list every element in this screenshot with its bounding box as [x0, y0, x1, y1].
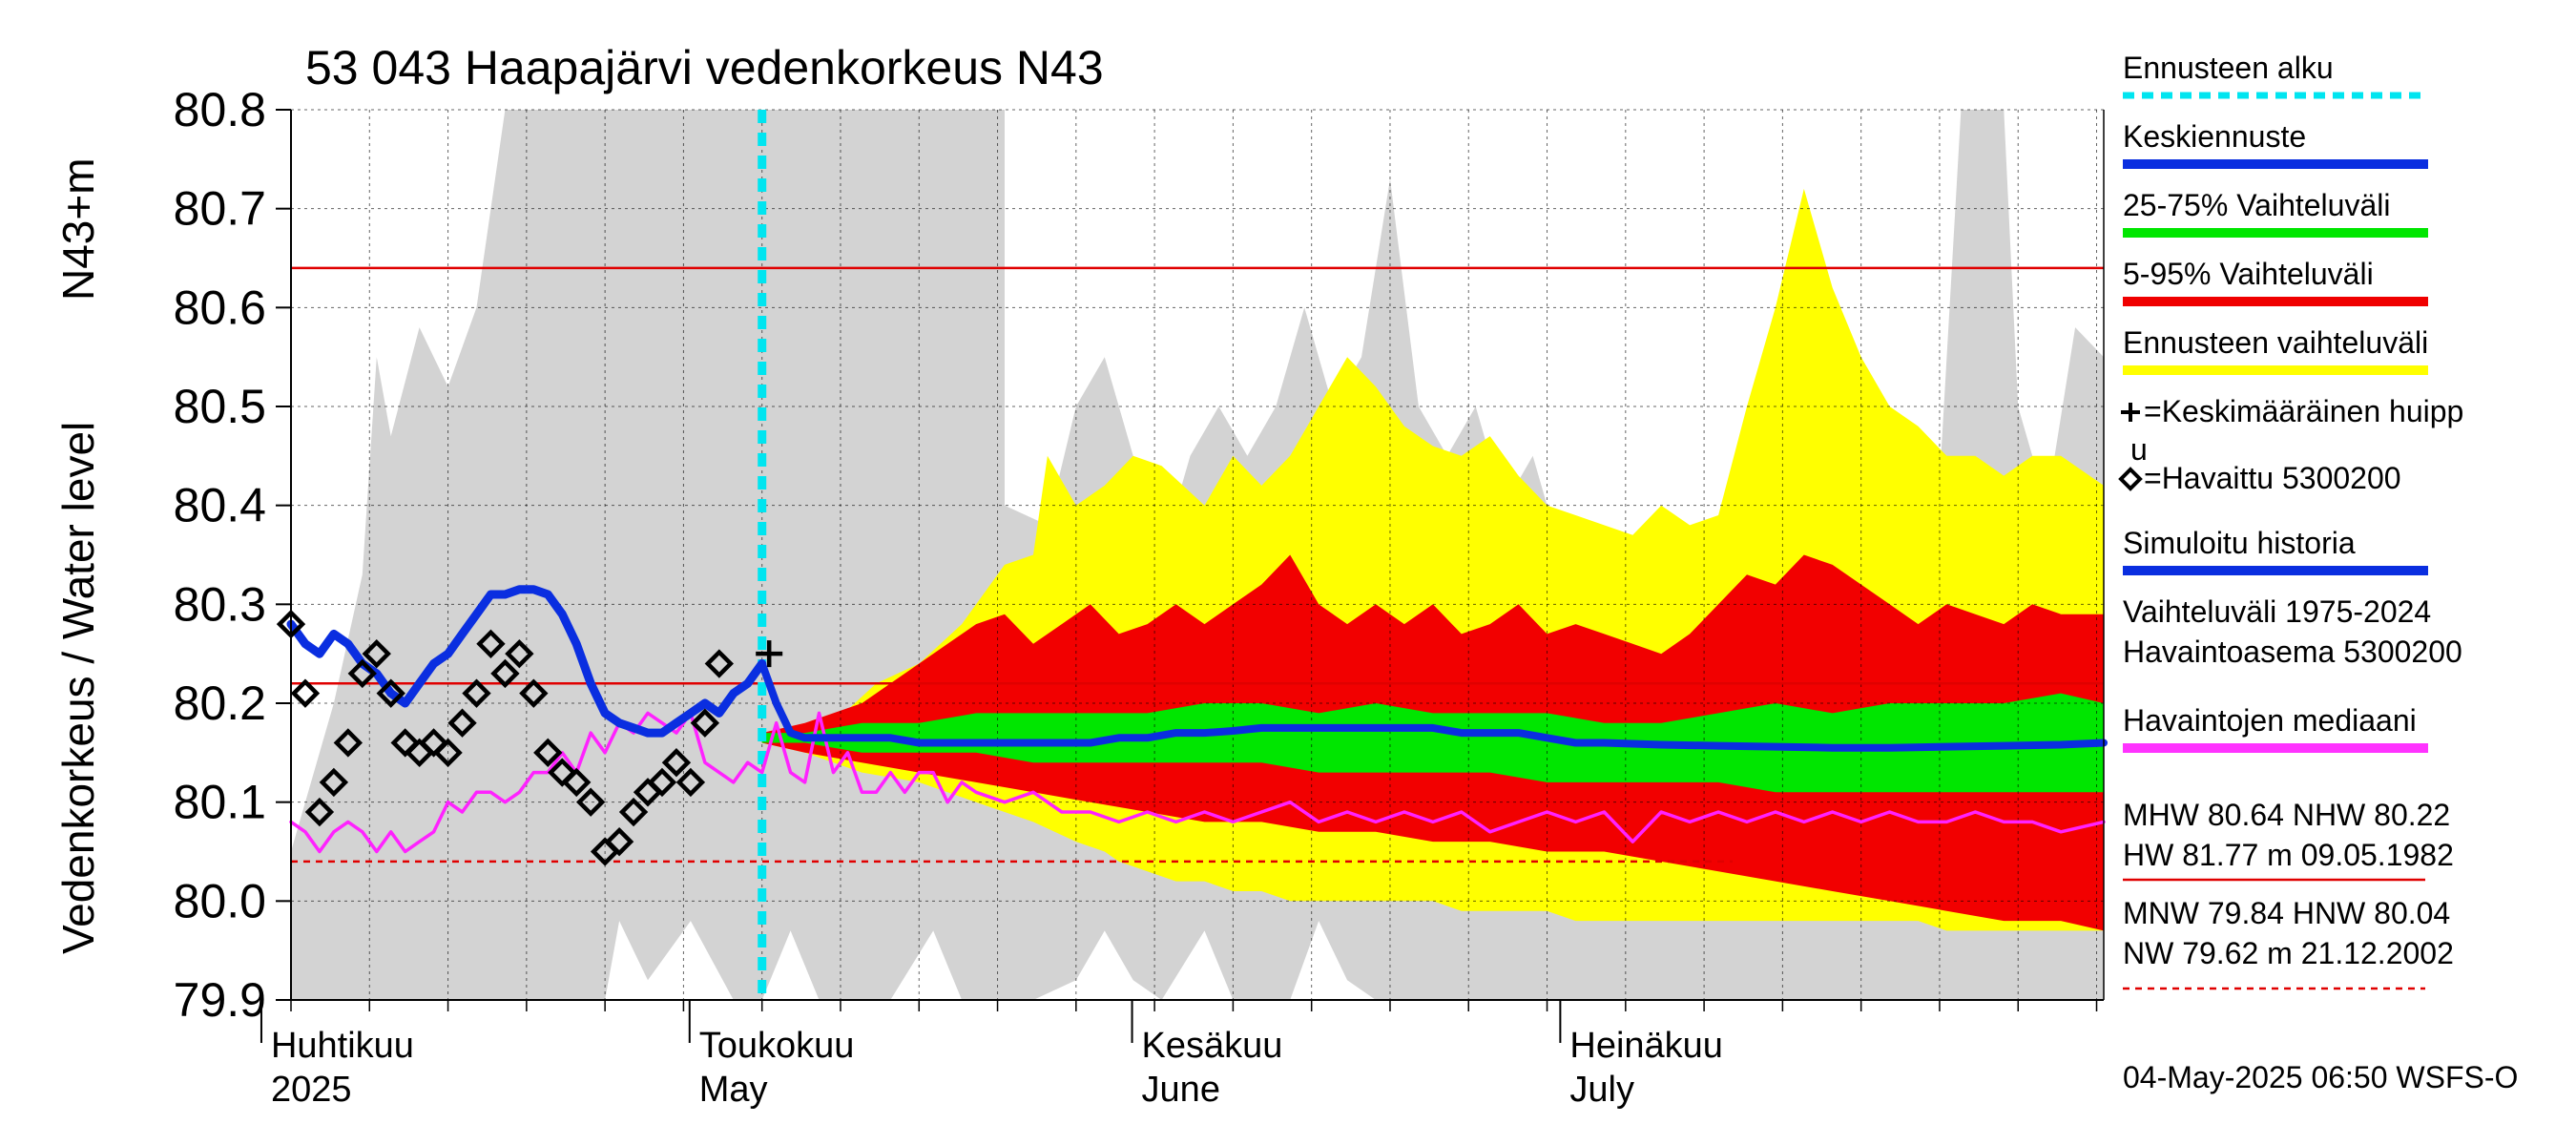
x-month-label-fi: Huhtikuu: [271, 1026, 414, 1066]
observed-point: [376, 678, 405, 708]
observed-point: [433, 738, 463, 768]
stats-line-2: HW 81.77 m 09.05.1982: [2123, 838, 2454, 872]
legend: Ennusteen alku Keskiennuste 25-75% Vaihtel…: [2118, 51, 2463, 753]
legend-label: =Havaittu 5300200: [2144, 461, 2401, 495]
x-month-label-fi: Toukokuu: [699, 1026, 855, 1066]
legend-plus-marker: [2121, 403, 2140, 422]
legend-label-cont: u: [2130, 432, 2148, 467]
y-tick-label: 80.1: [174, 776, 266, 829]
observed-point: [462, 678, 491, 708]
y-tick-label: 80.6: [174, 281, 266, 334]
legend-label: Ennusteen vaihteluväli: [2123, 325, 2428, 360]
mean-peak-marker: [756, 640, 783, 668]
y-axis-label-inner: N43+m: [53, 157, 103, 301]
observed-point: [505, 638, 534, 669]
stats-block: MHW 80.64 NHW 80.22 HW 81.77 m 09.05.198…: [2123, 798, 2454, 990]
legend-label: Ennusteen alku: [2123, 51, 2334, 85]
observed-point: [661, 748, 692, 778]
footer-timestamp: 04-May-2025 06:50 WSFS-O: [2123, 1060, 2518, 1094]
y-tick-label: 80.7: [174, 182, 266, 236]
observed-point: [362, 638, 391, 669]
chart-title: 53 043 Haapajärvi vedenkorkeus N43: [305, 41, 1104, 94]
observed-point: [704, 649, 735, 678]
observed-point: [333, 728, 364, 758]
y-tick-label: 80.4: [174, 479, 266, 532]
x-month-label-fi: Kesäkuu: [1142, 1026, 1283, 1066]
observed-points: [276, 609, 783, 866]
median-line: [289, 711, 2106, 854]
y-tick-labels: 80.8 80.7 80.6 80.5 80.4 80.3 80.2 80.1 80.0 79.9: [174, 83, 291, 1027]
y-axis-label-outer: Vedenkorkeus / Water level: [53, 422, 103, 954]
legend-label: 5-95% Vaihteluväli: [2123, 257, 2374, 291]
observed-point: [675, 767, 706, 798]
x-month-label-en: July: [1569, 1070, 1634, 1110]
legend-label: Simuloitu historia: [2123, 526, 2356, 560]
legend-label: Keskiennuste: [2123, 119, 2306, 154]
y-tick-label: 80.5: [174, 380, 266, 433]
x-month-label-fi: Heinäkuu: [1569, 1026, 1723, 1066]
observed-point: [490, 658, 520, 689]
grid-lines: [290, 109, 2104, 1001]
observed-point: [533, 738, 563, 768]
observed-point: [304, 797, 335, 827]
stats-line-3: MNW 79.84 HNW 80.04: [2123, 896, 2450, 930]
y-tick-label: 80.2: [174, 677, 266, 730]
observed-point: [347, 658, 377, 689]
p25-75-band: [761, 693, 2105, 793]
y-tick-label: 80.0: [174, 874, 266, 927]
observed-point: [647, 767, 677, 798]
observed-point: [618, 797, 649, 827]
observed-point: [390, 728, 420, 758]
x-month-label-en: May: [699, 1070, 768, 1110]
legend-label-cont: Havaintoasema 5300200: [2123, 635, 2462, 669]
observed-point: [290, 678, 321, 708]
observed-point: [419, 728, 448, 758]
observed-point: [319, 767, 349, 798]
legend-label: =Keskimääräinen huipp: [2144, 394, 2463, 428]
observed-point: [548, 758, 577, 787]
observed-point: [562, 767, 592, 798]
y-tick-label: 80.3: [174, 577, 266, 631]
y-tick-label: 79.9: [174, 973, 266, 1027]
observed-point: [604, 826, 634, 857]
observed-point: [447, 708, 477, 738]
mean-forecast-line: [758, 659, 2108, 752]
x-month-label-en: 2025: [271, 1070, 352, 1110]
stats-line-4: NW 79.62 m 21.12.2002: [2123, 936, 2454, 970]
x-month-label-en: June: [1142, 1070, 1220, 1110]
legend-label: Havaintojen mediaani: [2123, 703, 2417, 738]
observed-point: [519, 678, 549, 708]
observed-point: [690, 708, 720, 738]
stats-line-1: MHW 80.64 NHW 80.22: [2123, 798, 2450, 832]
observed-point: [575, 787, 606, 817]
legend-label: Vaihteluväli 1975-2024: [2123, 594, 2431, 629]
legend-label: 25-75% Vaihteluväli: [2123, 188, 2390, 222]
y-tick-label: 80.8: [174, 83, 266, 136]
legend-diamond-marker: [2118, 467, 2143, 491]
observed-point: [476, 629, 506, 658]
